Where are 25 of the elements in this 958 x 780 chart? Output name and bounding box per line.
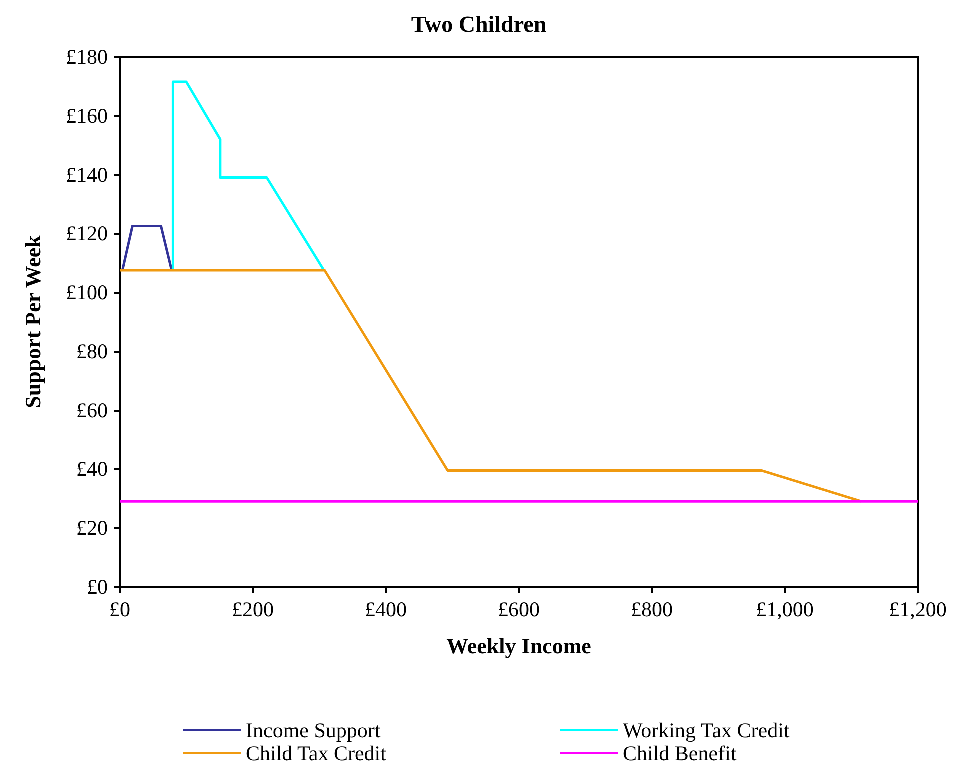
y-tick-label: £160 <box>66 104 108 128</box>
x-tick-label: £400 <box>365 598 407 622</box>
y-tick-label: £100 <box>66 280 108 305</box>
y-tick-label: £180 <box>66 45 108 69</box>
legend-label: Child Tax Credit <box>246 742 387 766</box>
x-tick-label: £1,200 <box>889 598 947 622</box>
chart-title: Two Children <box>411 12 547 37</box>
legend-label: Working Tax Credit <box>623 718 790 742</box>
y-tick-label: £80 <box>76 339 108 364</box>
x-tick-label: £800 <box>631 598 673 622</box>
legend-label: Income Support <box>246 718 381 742</box>
y-tick-label: £140 <box>66 162 108 187</box>
y-tick-label: £40 <box>76 457 108 482</box>
y-tick-label: £120 <box>66 222 108 246</box>
line-series <box>172 80 326 272</box>
legend-label: Child Benefit <box>623 742 737 766</box>
x-tick-label: £1,000 <box>756 598 814 622</box>
y-tick-label: £20 <box>76 516 108 540</box>
x-tick-label: £600 <box>498 598 540 622</box>
y-axis-title: Support Per Week <box>20 234 46 408</box>
x-axis-title: Weekly Income <box>446 634 592 658</box>
y-tick-label: £0 <box>87 575 108 599</box>
y-tick-label: £60 <box>76 398 108 422</box>
x-tick-label: £0 <box>110 598 130 622</box>
x-tick-label: £200 <box>232 598 274 622</box>
